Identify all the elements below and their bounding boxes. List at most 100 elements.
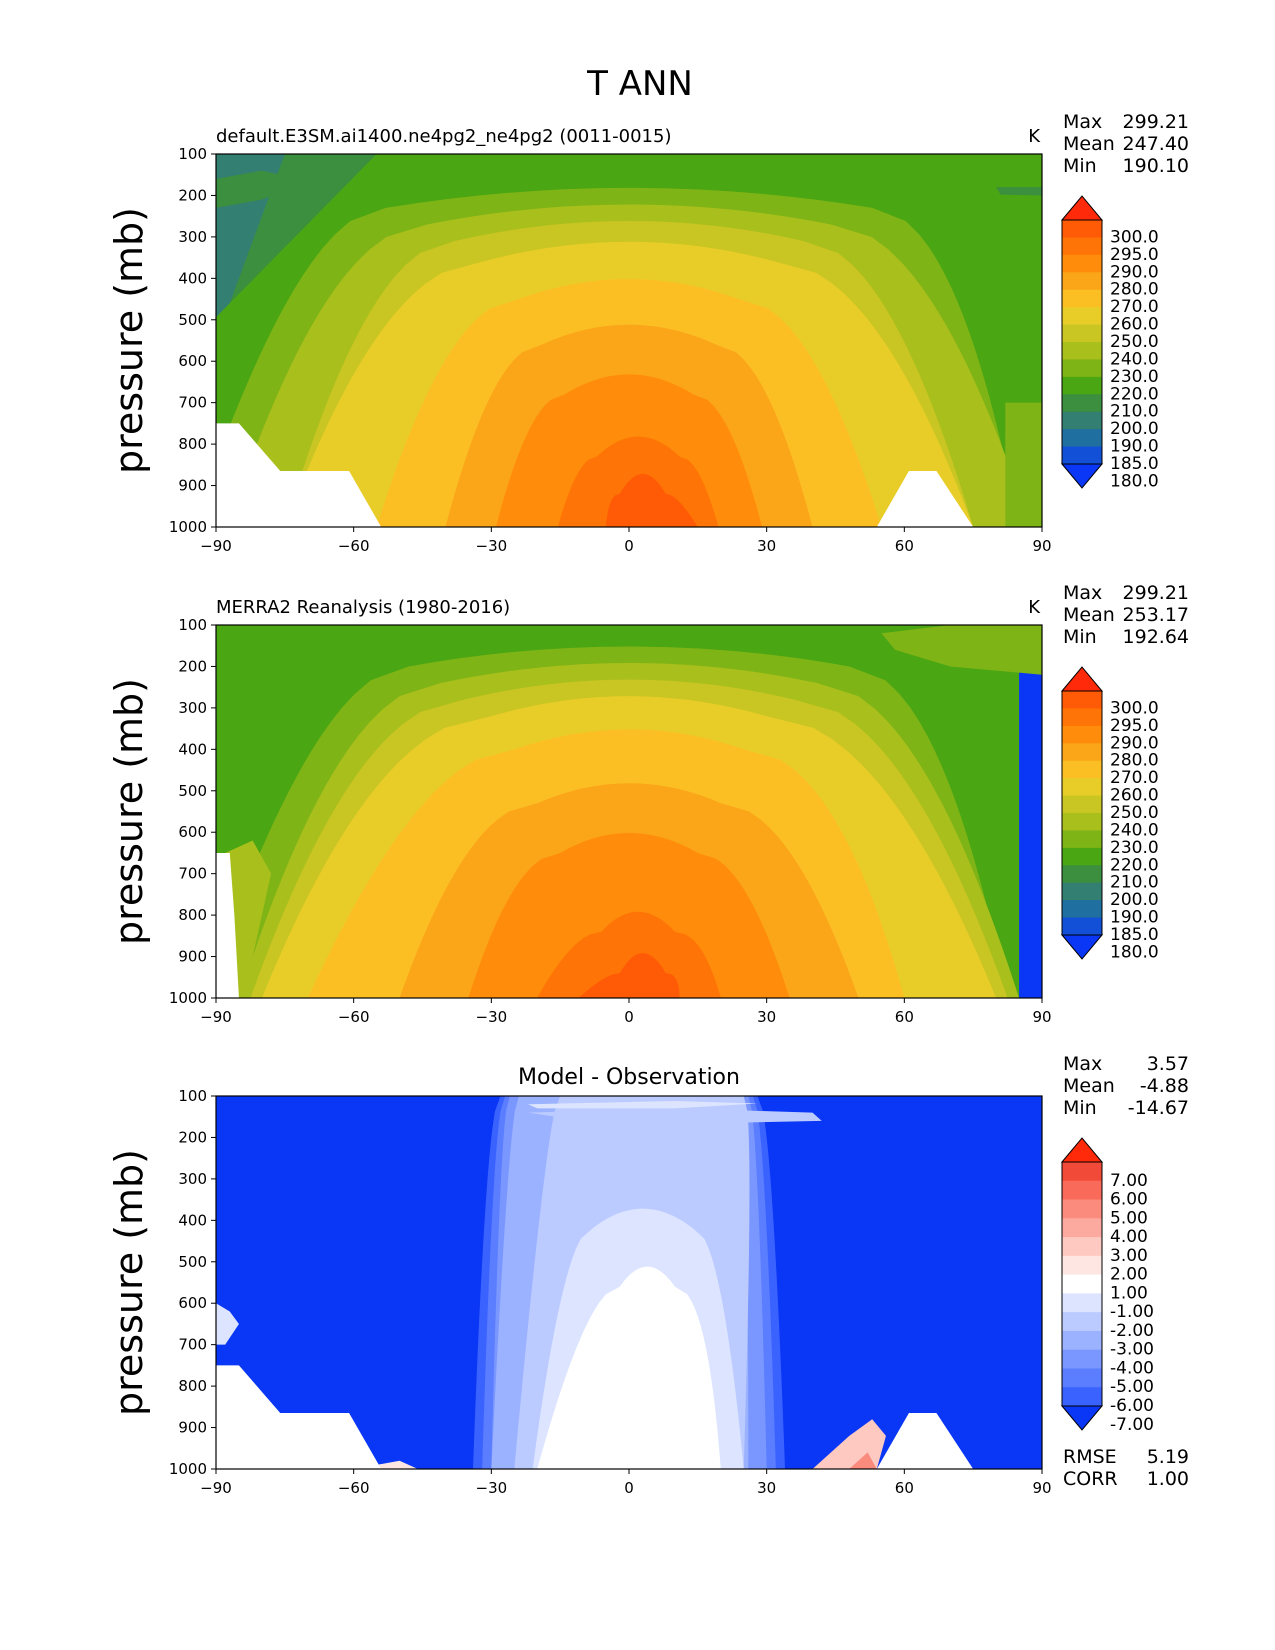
colorbar-swatch — [1062, 1368, 1102, 1388]
colorbar-label: 250.0 — [1110, 803, 1159, 823]
colorbar-swatch — [1062, 1330, 1102, 1351]
y-tick-label: 800 — [178, 906, 207, 924]
y-axis-label: pressure (mb) — [107, 678, 151, 945]
stat-label: Max — [1063, 1053, 1102, 1075]
colorbar-label: 210.0 — [1110, 873, 1159, 893]
x-tick-label: 30 — [757, 537, 776, 555]
x-tick-label: 60 — [895, 1008, 914, 1026]
colorbar-swatch — [1062, 1293, 1102, 1313]
colorbar-label: 180.0 — [1110, 942, 1159, 962]
colorbar-label: 290.0 — [1110, 733, 1159, 753]
y-tick-label: 800 — [178, 435, 207, 453]
panel-title: MERRA2 Reanalysis (1980-2016) — [216, 597, 510, 618]
x-tick-label: −30 — [476, 1479, 508, 1497]
colorbar-label: 200.0 — [1110, 890, 1159, 910]
colorbar-swatch — [1062, 882, 1102, 901]
stat-value: 299.21 — [1123, 582, 1189, 604]
y-tick-label: 300 — [178, 1170, 207, 1188]
stat-value: 299.21 — [1123, 111, 1189, 133]
x-tick-label: 60 — [895, 537, 914, 555]
x-tick-label: 30 — [757, 1008, 776, 1026]
y-tick-label: 500 — [178, 311, 207, 329]
colorbar-extend-min — [1060, 463, 1104, 489]
contour-band-290 — [537, 911, 721, 998]
colorbar-label: -5.00 — [1110, 1377, 1154, 1397]
colorbar-swatch — [1062, 342, 1102, 360]
colorbar-swatch — [1062, 865, 1102, 884]
y-tick-label: 700 — [178, 865, 207, 883]
colorbar-label: 7.00 — [1110, 1171, 1148, 1191]
contour-region — [216, 1303, 239, 1345]
colorbar-label: 260.0 — [1110, 786, 1159, 806]
y-tick-label: 1000 — [169, 518, 207, 536]
colorbar-label: 180.0 — [1110, 471, 1159, 491]
colorbar-swatch — [1062, 1255, 1102, 1276]
x-tick-label: −30 — [476, 1008, 508, 1026]
colorbar: 300.0295.0290.0280.0270.0260.0250.0240.0… — [1060, 666, 1159, 962]
colorbar-swatch — [1062, 1387, 1102, 1407]
colorbar-swatch — [1062, 429, 1102, 448]
stat-label: Min — [1063, 1097, 1097, 1119]
colorbar-label: 3.00 — [1110, 1246, 1148, 1266]
colorbar-swatch — [1062, 1199, 1102, 1219]
y-axis-label: pressure (mb) — [107, 1149, 151, 1416]
x-tick-label: −90 — [200, 1008, 232, 1026]
colorbar-swatch — [1062, 847, 1102, 866]
y-tick-label: 400 — [178, 1211, 207, 1229]
colorbar-label: 300.0 — [1110, 698, 1159, 718]
colorbar-swatch — [1062, 725, 1102, 744]
colorbar-frame — [1061, 219, 1103, 465]
y-tick-label: 900 — [178, 477, 207, 495]
y-tick-label: 700 — [178, 394, 207, 412]
colorbar-label: 200.0 — [1110, 419, 1159, 439]
contour-region — [216, 170, 308, 208]
x-tick-label: 60 — [895, 1479, 914, 1497]
colorbar-swatch — [1062, 743, 1102, 762]
colorbar-swatch — [1062, 900, 1102, 919]
colorbar-label: 300.0 — [1110, 227, 1159, 247]
colorbar-label: -7.00 — [1110, 1415, 1154, 1435]
x-tick-label: −30 — [476, 537, 508, 555]
x-tick-label: 90 — [1032, 537, 1051, 555]
stat-value: -4.88 — [1140, 1075, 1189, 1097]
y-tick-label: 400 — [178, 740, 207, 758]
colorbar-label: -1.00 — [1110, 1302, 1154, 1322]
colorbar-swatch — [1062, 813, 1102, 831]
y-axis-label: pressure (mb) — [107, 207, 151, 474]
y-tick-label: 600 — [178, 823, 207, 841]
plot-area-reference — [216, 625, 1042, 998]
plot-area-test — [216, 154, 1042, 527]
colorbar-label: 210.0 — [1110, 402, 1159, 422]
colorbar-swatch — [1062, 446, 1102, 465]
colorbar-label: 4.00 — [1110, 1227, 1148, 1247]
colorbar-label: -4.00 — [1110, 1358, 1154, 1378]
stat-value: 247.40 — [1123, 133, 1189, 155]
colorbar-label: 1.00 — [1110, 1283, 1148, 1303]
panel-title: Model - Observation — [518, 1065, 740, 1090]
colorbar-label: 185.0 — [1110, 925, 1159, 945]
colorbar-label: -2.00 — [1110, 1321, 1154, 1341]
missing-data-mask — [876, 471, 974, 527]
y-tick-label: 300 — [178, 228, 207, 246]
panels: 100 200 300 400 500 600 700 800 900 1000 −90 −60 −30… — [107, 111, 1189, 1497]
contour-band-295 — [578, 953, 680, 998]
colorbar-label: -3.00 — [1110, 1340, 1154, 1360]
contour-region — [996, 187, 1042, 196]
y-tick-label: 100 — [178, 616, 207, 634]
colorbar-label: 190.0 — [1110, 437, 1159, 457]
colorbar-label: 2.00 — [1110, 1265, 1148, 1285]
x-tick-label: 90 — [1032, 1008, 1051, 1026]
y-tick-label: 100 — [178, 145, 207, 163]
colorbar-label: 230.0 — [1110, 367, 1159, 387]
missing-data-mask — [216, 1365, 382, 1469]
y-tick-label: 1000 — [169, 1460, 207, 1478]
colorbar-swatch — [1062, 254, 1102, 273]
x-tick-label: −60 — [338, 537, 370, 555]
colorbar-swatch — [1062, 1218, 1102, 1238]
y-tick-label: 200 — [178, 186, 207, 204]
colorbar-label: 220.0 — [1110, 384, 1159, 404]
colorbar-swatch — [1062, 917, 1102, 936]
colorbar-swatch — [1062, 708, 1102, 727]
